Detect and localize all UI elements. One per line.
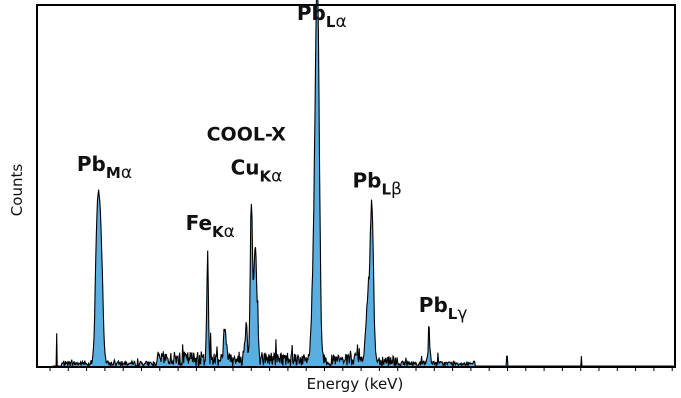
plot-frame [36,4,676,368]
peak-label-4: PbLβ [353,168,402,199]
y-axis-title: Counts [8,164,26,217]
peak-label-2: CuKα [231,155,283,186]
peak-label-0: PbMα [77,152,132,183]
peak-label-1: FeKα [186,211,235,242]
x-axis-ticks [49,367,673,371]
peak-label-3: PbLα [297,1,347,32]
annotation-cool-x: COOL-X [207,123,287,145]
x-axis-title: Energy (keV) [307,375,404,393]
peak-label-5: PbLγ [419,293,468,324]
peak-labels: PbMα FeKα COOL-X CuKα PbLα PbLβ PbLγ [77,1,468,324]
